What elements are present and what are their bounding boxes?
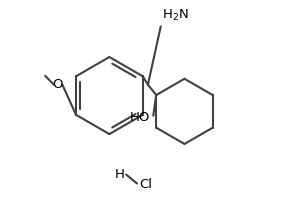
Text: H$_2$N: H$_2$N: [162, 8, 189, 23]
Text: O: O: [52, 78, 63, 91]
Text: HO: HO: [129, 111, 150, 124]
Text: Cl: Cl: [139, 178, 152, 191]
Text: H: H: [114, 168, 124, 181]
